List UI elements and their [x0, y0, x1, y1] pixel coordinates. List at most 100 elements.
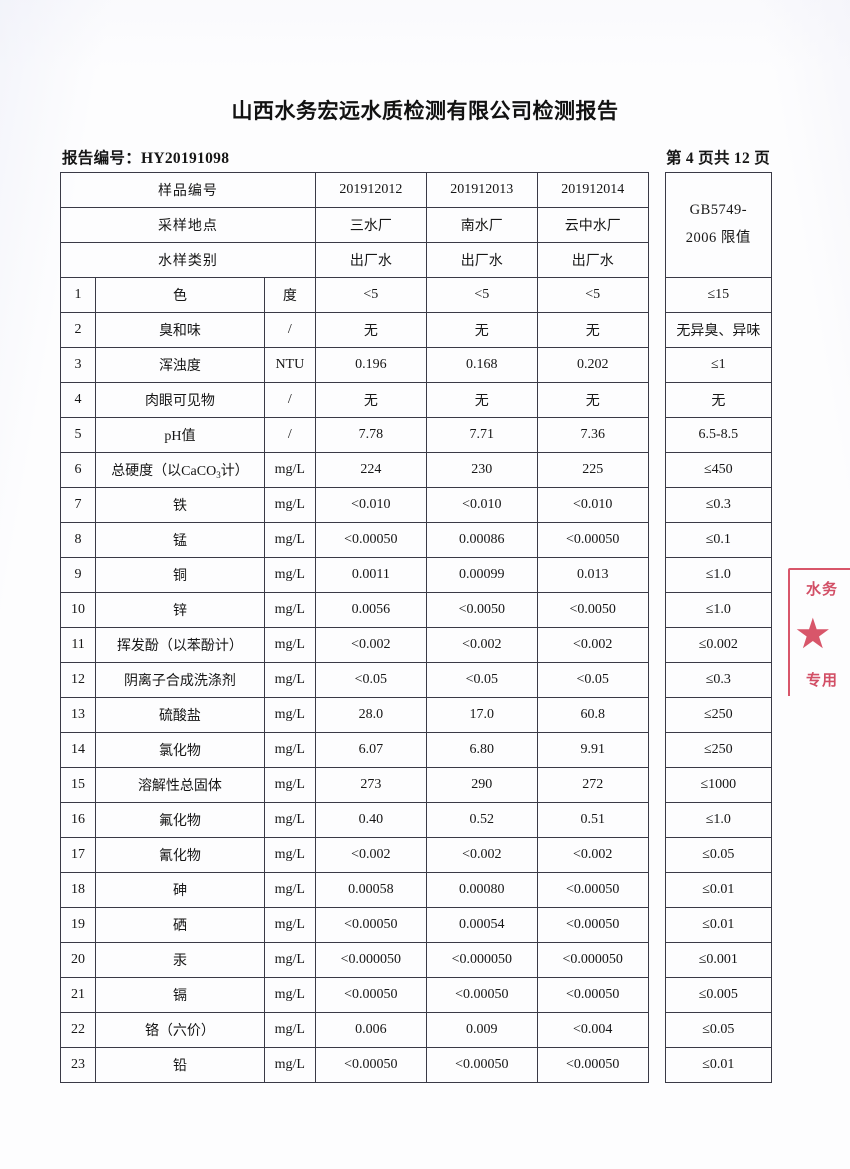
table-row: 12 阴离子合成洗涤剂 mg/L <0.05 <0.05 <0.05	[59, 662, 649, 698]
parameter-name: 氰化物	[95, 837, 265, 873]
header-value: 云中水厂	[536, 207, 649, 243]
row-index: 4	[59, 382, 97, 418]
value-sample-3: <0.000050	[536, 942, 649, 978]
limit-row: ≤450	[664, 452, 773, 488]
value-sample-2: 230	[425, 452, 538, 488]
value-sample-1: 0.196	[314, 347, 427, 383]
limit-row: ≤0.05	[664, 1012, 773, 1048]
limit-row: 无异臭、异味	[664, 312, 773, 348]
limit-value: ≤0.001	[664, 942, 773, 978]
limit-row: ≤0.1	[664, 522, 773, 558]
value-sample-2: 0.00080	[425, 872, 538, 908]
value-sample-1: 7.78	[314, 417, 427, 453]
value-sample-3: 272	[536, 767, 649, 803]
limit-value: ≤0.005	[664, 977, 773, 1013]
row-index: 20	[59, 942, 97, 978]
table-row: 21 镉 mg/L <0.00050 <0.00050 <0.00050	[59, 977, 649, 1013]
unit: mg/L	[263, 452, 316, 488]
parameter-name: 硒	[95, 907, 265, 943]
value-sample-3: <0.004	[536, 1012, 649, 1048]
parameter-name: 肉眼可见物	[95, 382, 265, 418]
limit-row: 无	[664, 382, 773, 418]
value-sample-1: 无	[314, 382, 427, 418]
unit: mg/L	[263, 837, 316, 873]
value-sample-2: 0.00099	[425, 557, 538, 593]
limit-value: ≤0.3	[664, 662, 773, 698]
value-sample-1: <0.00050	[314, 907, 427, 943]
limit-header-line-2: 2006 限值	[685, 230, 751, 246]
page-number: 第 4 页共 12 页	[665, 150, 770, 167]
limit-value: ≤450	[664, 452, 773, 488]
limit-value: ≤250	[664, 697, 773, 733]
parameter-name: 氯化物	[95, 732, 265, 768]
value-sample-1: <0.05	[314, 662, 427, 698]
unit: mg/L	[263, 872, 316, 908]
parameter-name: 浑浊度	[95, 347, 265, 383]
value-sample-2: <0.0050	[425, 592, 538, 628]
table-row: 8 锰 mg/L <0.00050 0.00086 <0.00050	[59, 522, 649, 558]
limit-row: ≤0.01	[664, 1047, 773, 1083]
table-header-row: 采样地点 三水厂 南水厂 云中水厂	[60, 207, 649, 243]
value-sample-1: <0.000050	[314, 942, 427, 978]
row-index: 15	[59, 767, 97, 803]
value-sample-3: 0.202	[536, 347, 649, 383]
limit-row: ≤0.002	[664, 627, 773, 663]
value-sample-1: <5	[314, 277, 427, 313]
value-sample-1: <0.010	[314, 487, 427, 523]
parameter-name: 砷	[95, 872, 265, 908]
table-header-row: 样品编号 201912012 201912013 201912014	[60, 172, 649, 208]
value-sample-2: 0.00086	[425, 522, 538, 558]
value-sample-3: <0.00050	[536, 907, 649, 943]
header-label: 样品编号	[60, 172, 316, 208]
value-sample-2: <0.00050	[425, 977, 538, 1013]
table-row: 17 氰化物 mg/L <0.002 <0.002 <0.002	[59, 837, 649, 873]
results-table: 样品编号 201912012 201912013 201912014 采样地点 三水厂 南水…	[59, 172, 649, 1083]
value-sample-3: <0.00050	[536, 872, 649, 908]
row-index: 17	[59, 837, 97, 873]
value-sample-3: 0.013	[536, 557, 649, 593]
value-sample-3: <0.002	[536, 837, 649, 873]
value-sample-1: <0.002	[314, 627, 427, 663]
table-row: 18 砷 mg/L 0.00058 0.00080 <0.00050	[59, 872, 649, 908]
header-value: 南水厂	[425, 207, 538, 243]
unit: mg/L	[263, 977, 316, 1013]
parameter-name: 铅	[95, 1047, 265, 1083]
parameter-name: 阴离子合成洗涤剂	[95, 662, 265, 698]
value-sample-3: <0.0050	[536, 592, 649, 628]
limit-value: ≤1	[664, 347, 773, 383]
parameter-name: 臭和味	[95, 312, 265, 348]
limit-table: GB5749- 2006 限值 ≤15 无异臭、异味 ≤1 无 6.5-8.5 ≤450 ≤0.…	[664, 172, 773, 1083]
value-sample-2: <0.002	[425, 627, 538, 663]
unit: /	[263, 312, 316, 348]
value-sample-1: 6.07	[314, 732, 427, 768]
table-row: 15 溶解性总固体 mg/L 273 290 272	[59, 767, 649, 803]
value-sample-2: <0.010	[425, 487, 538, 523]
row-index: 2	[59, 312, 97, 348]
seal-text-bottom: 专用	[805, 671, 838, 689]
table-row: 11 挥发酚（以苯酚计） mg/L <0.002 <0.002 <0.002	[59, 627, 649, 663]
row-index: 22	[59, 1012, 97, 1048]
unit: mg/L	[263, 662, 316, 698]
parameter-name: 溶解性总固体	[95, 767, 265, 803]
value-sample-3: <0.00050	[536, 977, 649, 1013]
row-index: 16	[59, 802, 97, 838]
row-index: 3	[59, 347, 97, 383]
parameter-name: 汞	[95, 942, 265, 978]
value-sample-3: 9.91	[536, 732, 649, 768]
table-row: 5 pH值/7.78 7.71 7.36	[59, 417, 649, 453]
value-sample-2: 6.80	[425, 732, 538, 768]
value-sample-2: <0.00050	[425, 1047, 538, 1083]
value-sample-3: 60.8	[536, 697, 649, 733]
value-sample-3: 0.51	[536, 802, 649, 838]
row-index: 12	[59, 662, 97, 698]
row-index: 8	[59, 522, 97, 558]
limit-row: ≤0.3	[664, 487, 773, 523]
value-sample-1: 0.006	[314, 1012, 427, 1048]
table-row: 6 总硬度（以CaCO3计） mg/L 224 230 225	[59, 452, 649, 488]
limit-row: ≤0.05	[664, 837, 773, 873]
unit: /	[263, 417, 316, 453]
page-title: 山西水务宏远水质检测有限公司检测报告	[231, 99, 619, 123]
header-value: 三水厂	[314, 207, 427, 243]
unit: mg/L	[263, 907, 316, 943]
row-index: 10	[59, 592, 97, 628]
